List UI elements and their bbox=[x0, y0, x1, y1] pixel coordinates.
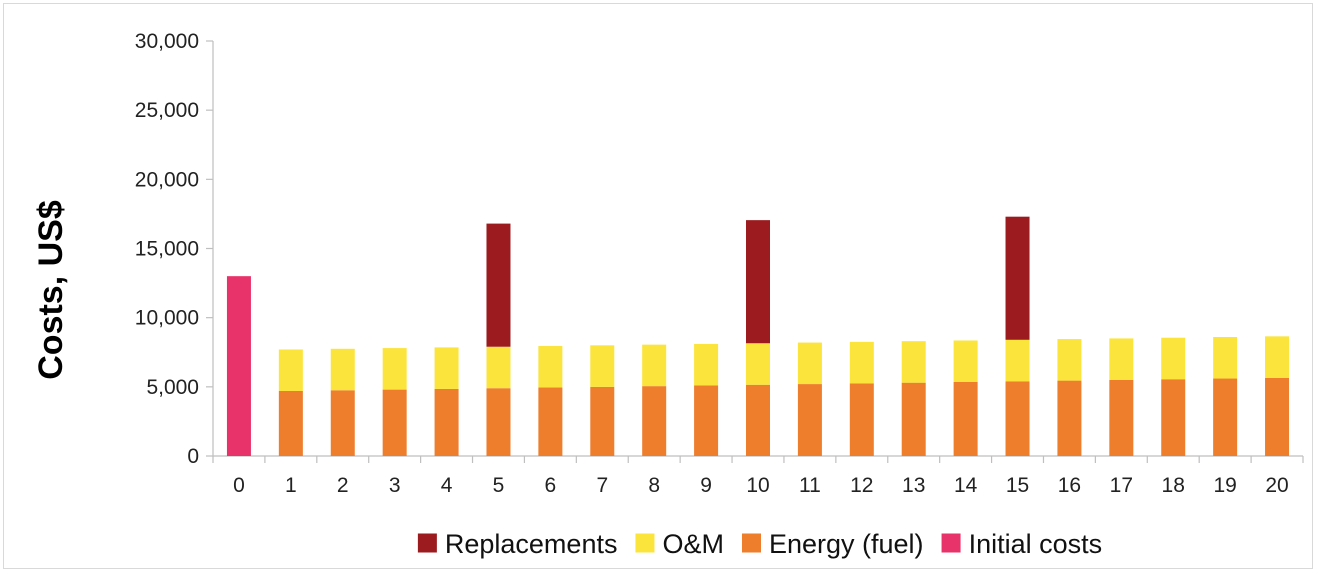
legend: Replacements O&M Energy (fuel) Initial cost… bbox=[417, 529, 1103, 559]
chart-frame bbox=[3, 3, 1313, 569]
legend-label-energy-fuel: Energy (fuel) bbox=[769, 529, 924, 559]
bar-o-m bbox=[1265, 336, 1290, 378]
bar-energy-fuel bbox=[1057, 380, 1082, 456]
bar-o-m bbox=[953, 340, 978, 382]
x-tick-label: 17 bbox=[1110, 474, 1133, 497]
x-tick-label: 4 bbox=[441, 474, 453, 497]
x-tick-label: 3 bbox=[389, 474, 401, 497]
bar-o-m bbox=[590, 345, 615, 387]
y-tick-label: 20,000 bbox=[135, 168, 199, 191]
x-tick-label: 15 bbox=[1006, 474, 1029, 497]
bar-o-m bbox=[746, 343, 770, 385]
x-tick-label: 20 bbox=[1265, 474, 1288, 497]
x-tick-label: 7 bbox=[596, 474, 608, 497]
bar-energy-fuel bbox=[1109, 379, 1134, 456]
bar-energy-fuel bbox=[278, 390, 303, 456]
bar-o-m bbox=[849, 341, 874, 384]
x-tick-label: 6 bbox=[545, 474, 557, 497]
bar-o-m bbox=[434, 347, 459, 389]
y-axis-label: Costs, US$ bbox=[32, 200, 70, 380]
bar-o-m bbox=[797, 342, 822, 385]
bar-energy-fuel bbox=[486, 388, 511, 456]
x-tick-label: 9 bbox=[700, 474, 712, 497]
x-tick-label: 19 bbox=[1213, 474, 1236, 497]
bar-energy-fuel bbox=[1213, 378, 1238, 456]
bar-o-m bbox=[1057, 339, 1082, 381]
x-tick-label: 13 bbox=[902, 474, 925, 497]
legend-swatch-energy-fuel bbox=[741, 533, 761, 553]
bar-energy-fuel bbox=[953, 381, 978, 456]
bar-replacements bbox=[746, 220, 770, 344]
bar-o-m bbox=[901, 341, 926, 383]
bar-energy-fuel bbox=[849, 383, 874, 456]
bar-energy-fuel bbox=[746, 384, 770, 456]
bar-energy-fuel bbox=[642, 386, 667, 456]
bar-o-m bbox=[694, 343, 719, 386]
bar-o-m bbox=[1161, 337, 1186, 380]
y-tick-label: 15,000 bbox=[135, 238, 199, 261]
y-tick-label: 30,000 bbox=[135, 30, 199, 53]
bar-o-m bbox=[642, 344, 667, 387]
x-tick-label: 5 bbox=[493, 474, 505, 497]
legend-label-o-m: O&M bbox=[662, 529, 724, 559]
y-axis: 0 5,000 10,000 15,000 20,000 25,000 30,000 bbox=[135, 30, 214, 468]
x-tick-label: 12 bbox=[850, 474, 873, 497]
legend-swatch-replacements bbox=[417, 533, 437, 553]
x-tick-label: 8 bbox=[648, 474, 660, 497]
x-tick-label: 0 bbox=[233, 474, 245, 497]
y-tick-label: 25,000 bbox=[135, 99, 199, 122]
x-tick-label: 1 bbox=[285, 474, 297, 497]
bar-energy-fuel bbox=[901, 382, 926, 456]
x-axis: 0 1 2 3 4 5 6 7 8 9 10 11 12 13 14 15 16 17 18 19 20 bbox=[212, 455, 1304, 497]
bar-energy-fuel bbox=[1005, 381, 1030, 456]
bar-energy-fuel bbox=[382, 389, 407, 456]
bar-energy-fuel bbox=[1161, 379, 1186, 456]
bar-replacements bbox=[486, 223, 511, 347]
bar-replacements bbox=[1005, 216, 1030, 340]
bar-o-m bbox=[1005, 339, 1030, 382]
legend-swatch-o-m bbox=[635, 533, 655, 553]
bar-energy-fuel bbox=[694, 385, 719, 456]
legend-label-initial-costs: Initial costs bbox=[969, 529, 1103, 559]
x-tick-label: 18 bbox=[1162, 474, 1185, 497]
bars bbox=[226, 216, 1290, 456]
bar-energy-fuel bbox=[538, 387, 563, 456]
bar-o-m bbox=[1109, 338, 1134, 380]
x-tick-label: 2 bbox=[337, 474, 349, 497]
bar-o-m bbox=[278, 349, 303, 391]
x-tick-label: 14 bbox=[954, 474, 978, 497]
bar-o-m bbox=[486, 346, 511, 389]
legend-swatch-initial-costs bbox=[941, 533, 961, 553]
bar-energy-fuel bbox=[1265, 377, 1290, 456]
bar-o-m bbox=[382, 348, 407, 390]
bar-energy-fuel bbox=[434, 388, 459, 456]
y-tick-label: 0 bbox=[187, 445, 199, 468]
x-tick-label: 10 bbox=[746, 474, 769, 497]
x-tick-label: 16 bbox=[1058, 474, 1081, 497]
bar-energy-fuel bbox=[797, 384, 822, 456]
bar-o-m bbox=[1213, 337, 1238, 379]
bar-energy-fuel bbox=[590, 386, 615, 456]
bar-o-m bbox=[330, 348, 355, 391]
bar-initial-costs bbox=[226, 276, 251, 456]
y-tick-label: 10,000 bbox=[135, 307, 199, 330]
bar-energy-fuel bbox=[330, 390, 355, 456]
bar-o-m bbox=[538, 346, 563, 388]
legend-label-replacements: Replacements bbox=[445, 529, 618, 559]
y-tick-label: 5,000 bbox=[146, 376, 199, 399]
x-tick-label: 11 bbox=[799, 474, 821, 497]
